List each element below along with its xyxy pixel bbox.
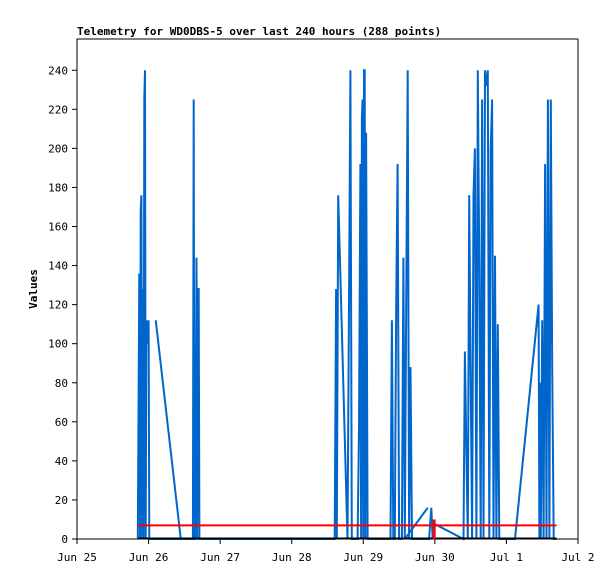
- series-segment-blue: [403, 507, 429, 540]
- x-tick-label: Jun 25: [57, 551, 97, 564]
- y-tick-label: 100: [48, 338, 68, 351]
- x-axis: Jun 25 Jun 26 Jun 27 Jun 28 Jun 29 Jun 30 Jul …: [57, 539, 595, 564]
- y-tick-label: 40: [55, 455, 68, 468]
- series-segment-blue: [154, 320, 182, 540]
- y-tick-label: 220: [48, 103, 68, 116]
- y-tick-label: 60: [55, 416, 68, 429]
- x-tick-label: Jul 1: [490, 551, 523, 564]
- plot-area: [76, 38, 579, 540]
- y-tick-label: 120: [48, 299, 68, 312]
- x-tick-label: Jun 26: [129, 551, 169, 564]
- y-tick-label: 0: [61, 533, 68, 546]
- y-tick-label: 240: [48, 64, 68, 77]
- series-group: [136, 69, 557, 541]
- y-tick-label: 20: [55, 494, 68, 507]
- y-tick-label: 160: [48, 221, 68, 234]
- y-tick-label: 200: [48, 142, 68, 155]
- x-tick-label: Jun 30: [415, 551, 455, 564]
- x-tick-label: Jun 28: [272, 551, 312, 564]
- y-tick-label: 80: [55, 377, 68, 390]
- y-tick-label: 180: [48, 181, 68, 194]
- x-tick-label: Jun 29: [343, 551, 383, 564]
- y-axis: 0 20 40 60 80 100 120 140 160 180 200 220 240: [48, 64, 77, 546]
- x-tick-label: Jun 27: [200, 551, 240, 564]
- chart-title: Telemetry for WD0DBS-5 over last 240 hou…: [77, 25, 441, 38]
- y-tick-label: 140: [48, 260, 68, 273]
- y-axis-label: Values: [27, 269, 40, 309]
- x-tick-label: Jul 2: [561, 551, 594, 564]
